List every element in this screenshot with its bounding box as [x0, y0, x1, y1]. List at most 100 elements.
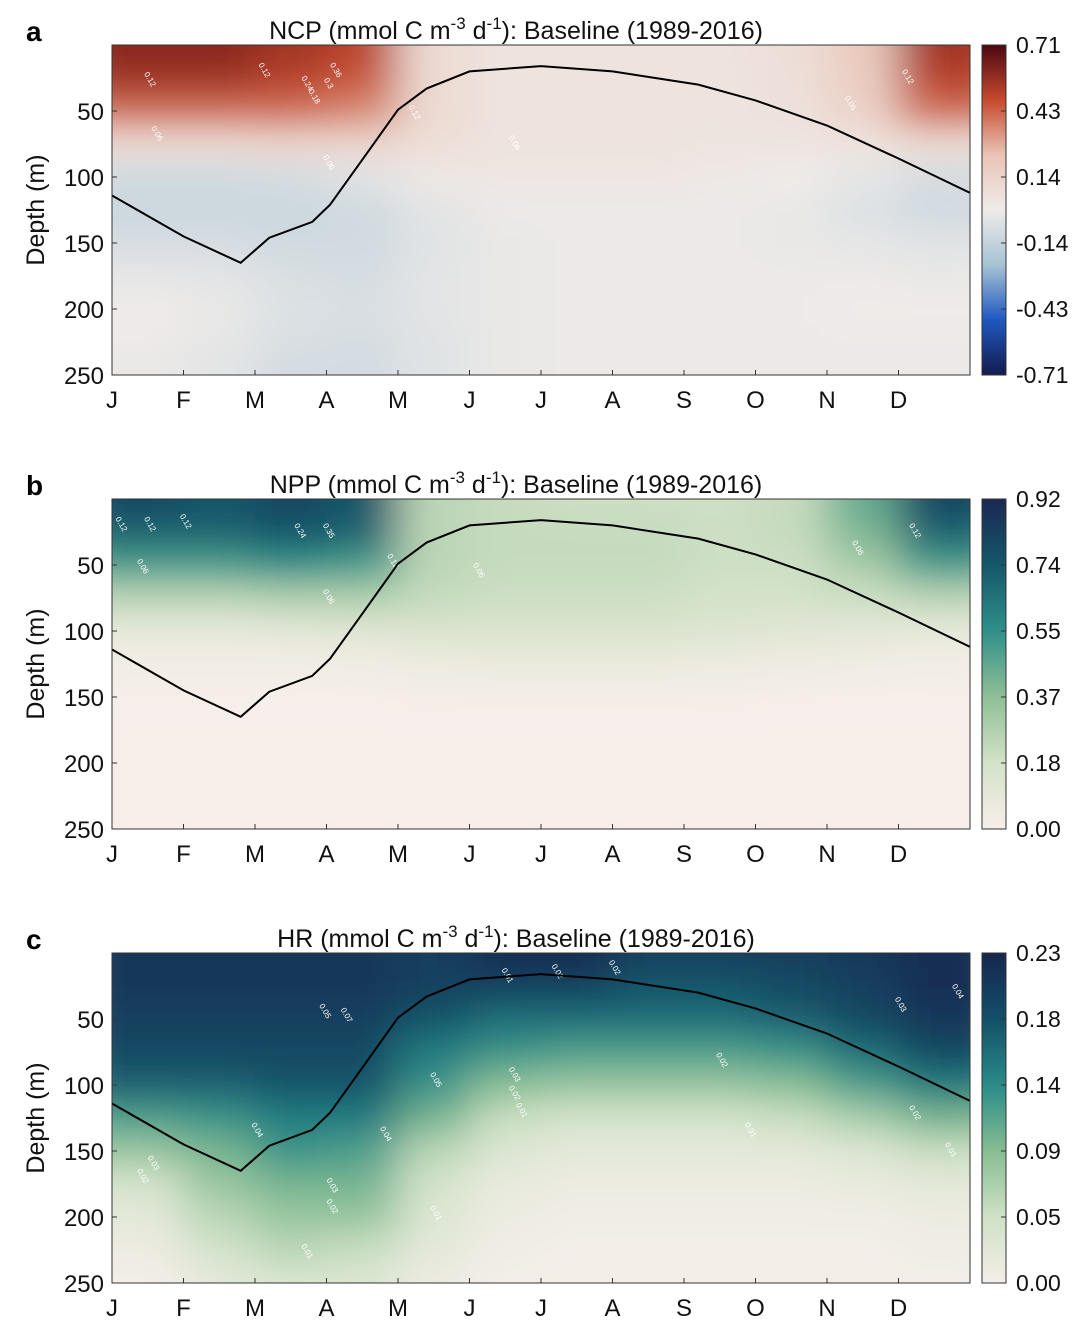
heatmap-cell [612, 127, 685, 161]
heatmap-cell [755, 515, 828, 549]
heatmap-cell [755, 1101, 828, 1135]
heatmap-cell [827, 548, 899, 582]
title-prefix: HR (mmol C m [277, 925, 442, 953]
title-mid: d [458, 925, 479, 953]
heatmap-cell [827, 1035, 899, 1069]
heatmap-cell [612, 581, 685, 615]
heatmap-cell [255, 358, 327, 375]
heatmap-cell [112, 969, 184, 1003]
y-tick-label: 150 [64, 231, 104, 258]
heatmap-cell [326, 713, 399, 747]
x-tick-label: M [388, 387, 408, 414]
heatmap-cell [326, 779, 399, 813]
heatmap-cell [183, 45, 256, 62]
x-tick-label: A [604, 841, 620, 868]
mixed-layer-depth-line [112, 973, 970, 1172]
heatmap-cell [255, 1167, 327, 1201]
y-tick-label: 100 [64, 619, 104, 646]
heatmap-cell [469, 127, 542, 161]
heatmap-cell [112, 548, 184, 582]
heatmap-cell [326, 1266, 399, 1283]
title-suffix: ): Baseline (1989-2016) [501, 471, 762, 499]
x-tick-label: O [746, 841, 765, 868]
heatmap-cell [684, 713, 756, 747]
heatmap-cell [112, 499, 184, 516]
heatmap-cell [398, 680, 470, 714]
heatmap-cell [541, 812, 613, 829]
heatmap-cell [112, 953, 184, 970]
heatmap-cell [469, 325, 542, 359]
heatmap: 0.12 0.12 0.120.060.24 0.350.060.120.060.06… [112, 499, 970, 829]
heatmap-cell [612, 325, 685, 359]
heatmap-cell [326, 969, 399, 1003]
title-sup1: -3 [450, 468, 465, 487]
heatmap: 0.120.120.240.180.30.360.060.060.120.060… [112, 45, 970, 375]
heatmap-cell [398, 358, 470, 375]
heatmap-cell [183, 647, 256, 681]
heatmap-cell [398, 325, 470, 359]
x-tick-label: F [176, 387, 191, 414]
heatmap-cell [326, 61, 399, 95]
x-tick-label: J [535, 387, 547, 414]
mixed-layer-depth-line [112, 65, 970, 264]
heatmap-cell [827, 1167, 899, 1201]
heatmap-cell [684, 292, 756, 326]
heatmap-cell [398, 953, 470, 970]
heatmap-cell [183, 614, 256, 648]
heatmap-cell [112, 1167, 184, 1201]
heatmap-cell [255, 1101, 327, 1135]
heatmap-cell [541, 499, 613, 516]
title-sup2: -1 [487, 14, 502, 33]
heatmap-cell [398, 779, 470, 813]
title-sup2: -1 [486, 468, 501, 487]
heatmap-cell [898, 160, 970, 194]
heatmap-cell [112, 581, 184, 615]
heatmap-cell [541, 581, 613, 615]
heatmap-cell [255, 193, 327, 227]
heatmap-cell [183, 746, 256, 780]
heatmap-cell [755, 160, 828, 194]
heatmap-cell [612, 499, 685, 516]
heatmap-cell [469, 647, 542, 681]
chart-title: NCP (mmol C m-3 d-1): Baseline (1989-201… [269, 14, 763, 45]
heatmap-cell [541, 1200, 613, 1234]
colorbar-tick-label: 0.55 [1016, 618, 1061, 644]
heatmap-cell [684, 45, 756, 62]
y-tick-label: 250 [64, 1271, 104, 1298]
heatmap-cell [827, 812, 899, 829]
heatmap-cell [827, 160, 899, 194]
heatmap-cell [326, 647, 399, 681]
heatmap-cell [898, 499, 970, 516]
heatmap-cell [827, 226, 899, 260]
heatmap-cell [684, 1134, 756, 1168]
heatmap-cell [755, 292, 828, 326]
heatmap-cell [112, 713, 184, 747]
heatmap-cell [684, 358, 756, 375]
colorbar-tick-label: 0.00 [1016, 816, 1061, 842]
heatmap-cell [755, 1266, 828, 1283]
panel-b: 0.12 0.12 0.120.060.24 0.350.060.120.060.06… [22, 468, 1061, 868]
heatmap-cell [398, 1233, 470, 1267]
heatmap-cell [326, 94, 399, 128]
title-mid: d [465, 471, 486, 499]
heatmap-cell [684, 515, 756, 549]
heatmap-cell [255, 61, 327, 95]
heatmap-cell [612, 160, 685, 194]
heatmap-cell [612, 1101, 685, 1135]
heatmap-cell [112, 1035, 184, 1069]
heatmap-cell [755, 1167, 828, 1201]
y-tick-label: 250 [64, 817, 104, 844]
heatmap-cell [183, 259, 256, 293]
heatmap-cell [612, 292, 685, 326]
colorbar [981, 952, 1007, 1284]
mixed-layer-depth-line [112, 519, 970, 718]
heatmap-cell [469, 1266, 542, 1283]
heatmap-cell [326, 1068, 399, 1102]
heatmap-cell [469, 614, 542, 648]
heatmap-cell [326, 614, 399, 648]
y-tick-label: 50 [77, 99, 104, 126]
heatmap-cell [755, 779, 828, 813]
x-tick-label: A [604, 387, 620, 414]
heatmap-cell [898, 1266, 970, 1283]
heatmap-cell [612, 746, 685, 780]
